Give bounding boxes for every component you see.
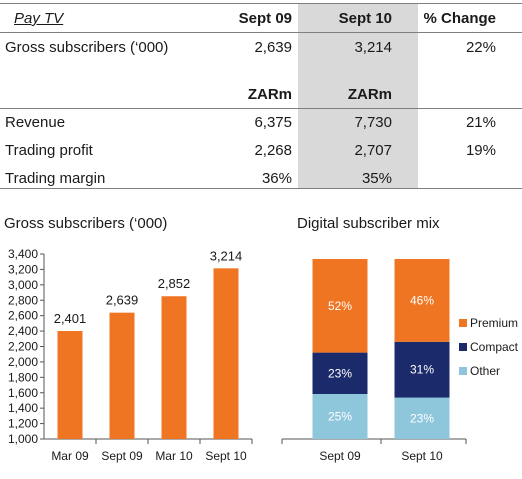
chart-mix-title: Digital subscriber mix — [297, 215, 440, 232]
header-pct-change: % Change — [423, 10, 496, 27]
legend-label-other: Other — [470, 364, 500, 378]
bar-sept-09 — [109, 312, 135, 439]
bar-data-label: 2,852 — [158, 276, 191, 291]
row-label-revenue: Revenue — [5, 114, 66, 131]
segment-compact-1 — [312, 352, 368, 394]
y-tick-label: 3,200 — [8, 262, 38, 276]
cell-subs-sept09: 2,639 — [254, 39, 292, 56]
y-tick-label: 1,000 — [8, 432, 38, 446]
x-tick-label: Sept 09 — [101, 449, 143, 463]
row-label-trading-margin: Trading margin — [5, 170, 106, 187]
y-tick-label: 2,000 — [8, 355, 38, 369]
bar-mar-10 — [161, 296, 187, 439]
cell-profit-sept09: 2,268 — [254, 142, 292, 159]
y-tick-label: 2,600 — [8, 309, 38, 323]
x-tick-label: Sept 09 — [319, 449, 361, 463]
cell-revenue-sept09: 6,375 — [254, 114, 292, 131]
segment-label: 52% — [328, 299, 352, 313]
table-bottom-rule — [0, 188, 522, 189]
segment-other-1 — [312, 394, 368, 439]
unit-header-sept09: ZARm — [247, 86, 292, 103]
table-header-rule — [0, 32, 522, 33]
row-label-trading-profit: Trading profit — [5, 142, 93, 159]
cell-revenue-change: 21% — [465, 114, 496, 131]
x-tick-label: Mar 09 — [51, 449, 89, 463]
cell-margin-sept10: 35% — [361, 170, 392, 187]
x-tick-label: Sept 10 — [205, 449, 247, 463]
subscriber-mix-stacked-chart: 25% 23% 52% Sept 09 23% 31% 46% Sept 10 Premium C… — [281, 259, 519, 463]
segment-other-2 — [394, 397, 450, 439]
bar-data-label: 2,401 — [54, 311, 87, 326]
legend-swatch-other — [459, 367, 467, 375]
bar-data-label: 2,639 — [106, 293, 139, 308]
table-title: Pay TV — [14, 10, 64, 27]
table-section-rule — [0, 108, 522, 109]
bar-sept-10 — [213, 268, 239, 439]
y-tick-label: 1,200 — [8, 417, 38, 431]
cell-subs-sept10: 3,214 — [354, 39, 392, 56]
y-tick-label: 3,400 — [8, 247, 38, 261]
legend-label-premium: Premium — [470, 316, 518, 330]
segment-premium-2 — [394, 259, 450, 342]
header-sept10: Sept 10 — [338, 10, 392, 27]
cell-profit-sept10: 2,707 — [354, 142, 392, 159]
segment-label: 46% — [410, 293, 434, 307]
y-tick-label: 1,800 — [8, 370, 38, 384]
y-tick-label: 1,600 — [8, 386, 38, 400]
legend-swatch-compact — [459, 343, 467, 351]
row-label-gross-subscribers: Gross subscribers (‘000) — [5, 39, 169, 56]
segment-label: 23% — [328, 366, 352, 380]
y-tick-label: 1,400 — [8, 401, 38, 415]
segment-label: 25% — [328, 410, 352, 424]
table-top-rule — [0, 3, 522, 4]
cell-revenue-sept10: 7,730 — [354, 114, 392, 131]
cell-profit-change: 19% — [465, 142, 496, 159]
sept10-column-shade — [298, 3, 418, 188]
cell-margin-sept09: 36% — [261, 170, 292, 187]
bar-data-label: 3,214 — [210, 248, 243, 263]
y-tick-label: 2,400 — [8, 324, 38, 338]
segment-label: 23% — [410, 411, 434, 425]
cell-subs-change: 22% — [465, 39, 496, 56]
bar-mar-09 — [57, 331, 83, 439]
header-sept09: Sept 09 — [238, 10, 292, 27]
chart-subscribers-title: Gross subscribers (‘000) — [4, 215, 168, 232]
legend-label-compact: Compact — [470, 340, 519, 354]
segment-label: 31% — [410, 363, 434, 377]
segment-premium-1 — [312, 259, 368, 353]
pay-tv-table: Pay TV Sept 09 Sept 10 % Change Gross su… — [0, 0, 522, 190]
x-tick-label: Sept 10 — [401, 449, 443, 463]
x-tick-label: Mar 10 — [155, 449, 193, 463]
y-tick-label: 2,800 — [8, 293, 38, 307]
y-tick-label: 3,000 — [8, 278, 38, 292]
legend-swatch-premium — [459, 319, 467, 327]
unit-header-sept10: ZARm — [347, 86, 392, 103]
y-tick-label: 2,200 — [8, 340, 38, 354]
segment-compact-2 — [394, 341, 450, 398]
